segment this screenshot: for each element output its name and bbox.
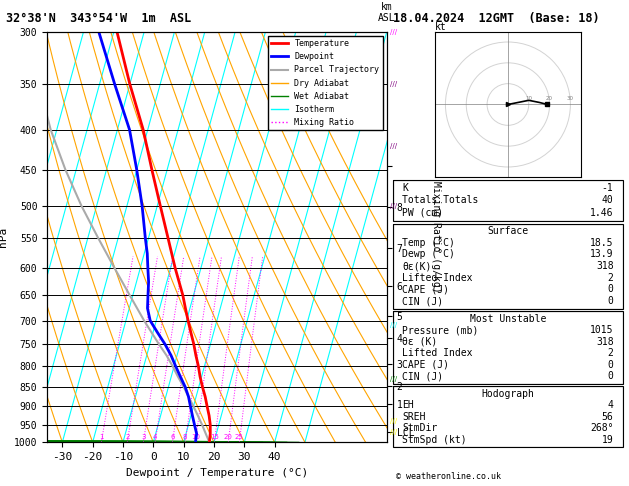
- Text: CIN (J): CIN (J): [403, 371, 443, 382]
- Text: ///: ///: [390, 203, 397, 209]
- Text: 13.9: 13.9: [590, 249, 613, 260]
- Text: kt: kt: [435, 21, 447, 32]
- Text: Temp (°C): Temp (°C): [403, 238, 455, 248]
- Text: 20: 20: [546, 96, 553, 101]
- Text: 3: 3: [141, 434, 145, 440]
- Text: SREH: SREH: [403, 412, 426, 422]
- Text: ///: ///: [390, 418, 397, 424]
- Text: Surface: Surface: [487, 226, 528, 236]
- Text: 4: 4: [608, 400, 613, 410]
- Text: 2: 2: [608, 348, 613, 358]
- Text: 10: 10: [525, 96, 532, 101]
- Text: CAPE (J): CAPE (J): [403, 360, 449, 370]
- Legend: Temperature, Dewpoint, Parcel Trajectory, Dry Adiabat, Wet Adiabat, Isotherm, Mi: Temperature, Dewpoint, Parcel Trajectory…: [268, 36, 382, 130]
- Text: © weatheronline.co.uk: © weatheronline.co.uk: [396, 472, 501, 481]
- Text: km
ASL: km ASL: [378, 2, 396, 23]
- Text: EH: EH: [403, 400, 414, 410]
- Text: StmDir: StmDir: [403, 423, 438, 433]
- Text: 8: 8: [183, 434, 187, 440]
- Text: 4: 4: [153, 434, 157, 440]
- Text: -1: -1: [602, 183, 613, 193]
- Text: ///: ///: [390, 376, 397, 382]
- Text: Lifted Index: Lifted Index: [403, 273, 473, 283]
- Text: 20: 20: [224, 434, 233, 440]
- Text: Totals Totals: Totals Totals: [403, 195, 479, 206]
- Text: 1: 1: [99, 434, 104, 440]
- Y-axis label: Mixing Ratio (g/kg): Mixing Ratio (g/kg): [431, 181, 441, 293]
- Text: 25: 25: [235, 434, 244, 440]
- Text: K: K: [403, 183, 408, 193]
- Text: 30: 30: [567, 96, 574, 101]
- Text: Dewp (°C): Dewp (°C): [403, 249, 455, 260]
- Text: 0: 0: [608, 296, 613, 306]
- X-axis label: Dewpoint / Temperature (°C): Dewpoint / Temperature (°C): [126, 468, 308, 478]
- Text: Lifted Index: Lifted Index: [403, 348, 473, 358]
- Text: CIN (J): CIN (J): [403, 296, 443, 306]
- Text: 318: 318: [596, 261, 613, 271]
- Text: 10: 10: [191, 434, 200, 440]
- Text: 1015: 1015: [590, 325, 613, 335]
- Text: Most Unstable: Most Unstable: [470, 313, 546, 324]
- Text: ///: ///: [390, 143, 397, 149]
- Text: ///: ///: [390, 29, 397, 35]
- Text: 0: 0: [608, 371, 613, 382]
- Text: CAPE (J): CAPE (J): [403, 284, 449, 295]
- Text: PW (cm): PW (cm): [403, 208, 443, 218]
- Text: ///: ///: [390, 322, 397, 329]
- Text: 1.46: 1.46: [590, 208, 613, 218]
- Text: 6: 6: [170, 434, 175, 440]
- Text: ///: ///: [390, 429, 397, 435]
- Text: 40: 40: [602, 195, 613, 206]
- Text: 19: 19: [602, 434, 613, 445]
- Text: θε (K): θε (K): [403, 337, 438, 347]
- Text: θε(K): θε(K): [403, 261, 431, 271]
- Text: 18.04.2024  12GMT  (Base: 18): 18.04.2024 12GMT (Base: 18): [393, 12, 599, 25]
- Text: 15: 15: [210, 434, 219, 440]
- Text: 32°38'N  343°54'W  1m  ASL: 32°38'N 343°54'W 1m ASL: [6, 12, 192, 25]
- Text: Hodograph: Hodograph: [481, 389, 535, 399]
- Text: ///: ///: [390, 81, 397, 87]
- Text: 56: 56: [602, 412, 613, 422]
- Text: 2: 2: [125, 434, 130, 440]
- Text: 268°: 268°: [590, 423, 613, 433]
- Text: 18.5: 18.5: [590, 238, 613, 248]
- Text: 318: 318: [596, 337, 613, 347]
- Text: 0: 0: [608, 360, 613, 370]
- Text: Pressure (mb): Pressure (mb): [403, 325, 479, 335]
- Text: 2: 2: [608, 273, 613, 283]
- Text: StmSpd (kt): StmSpd (kt): [403, 434, 467, 445]
- Y-axis label: hPa: hPa: [0, 227, 8, 247]
- Text: 0: 0: [608, 284, 613, 295]
